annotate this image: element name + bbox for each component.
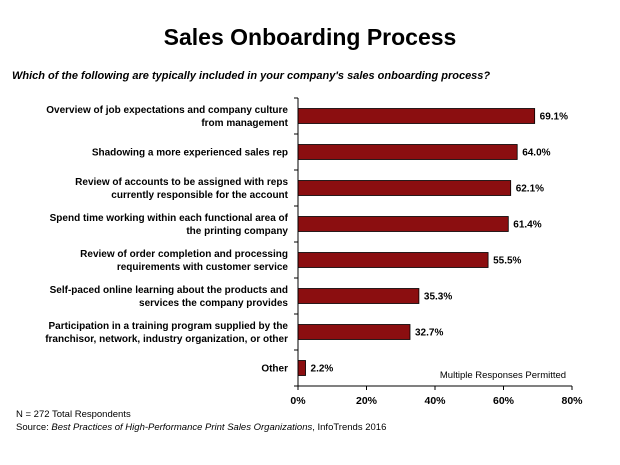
multiple-responses-note: Multiple Responses Permitted — [440, 370, 566, 381]
category-label-line: Other — [261, 364, 288, 375]
category-label-line: Review of accounts to be assigned with r… — [75, 177, 288, 188]
value-label-1: 69.1% — [540, 112, 568, 123]
x-axis: 0% 20% 40% 60% 80% — [290, 97, 583, 407]
x-tick-label: 80% — [561, 395, 583, 407]
x-tick-label: 0% — [290, 395, 306, 407]
respondent-count: N = 272 Total Respondents — [16, 409, 131, 420]
category-label-3: Review of accounts to be assigned with r… — [75, 177, 288, 201]
chart-title: Sales Onboarding Process — [163, 24, 457, 50]
bar-3 — [297, 180, 512, 196]
source-prefix: Source: — [16, 422, 52, 433]
category-label-line: currently responsible for the account — [111, 190, 288, 201]
category-label-line: from management — [201, 118, 288, 129]
category-label-5: Review of order completion and processin… — [80, 249, 288, 273]
bar-8 — [297, 360, 306, 376]
category-label-2: Shadowing a more experienced sales rep — [92, 148, 288, 159]
category-label-1: Overview of job expectations and company… — [46, 105, 288, 129]
x-tick-label: 40% — [424, 395, 446, 407]
category-label-8: Other — [261, 364, 288, 375]
value-label-2: 64.0% — [522, 148, 550, 159]
value-label-8: 2.2% — [311, 364, 334, 375]
bar-5 — [297, 252, 489, 268]
bar-1 — [297, 108, 536, 124]
category-label-4: Spend time working within each functiona… — [50, 213, 289, 237]
source-line: Source: Best Practices of High-Performan… — [16, 422, 386, 433]
category-label-line: services the company provides — [139, 298, 288, 309]
value-label-4: 61.4% — [513, 220, 541, 231]
source-suffix: , InfoTrends 2016 — [312, 422, 387, 433]
category-labels-group: Overview of job expectations and company… — [45, 105, 288, 375]
source-title: Best Practices of High-Performance Print… — [51, 422, 313, 433]
value-label-7: 32.7% — [415, 328, 443, 339]
category-label-line: requirements with customer service — [117, 262, 289, 273]
category-label-line: Self-paced online learning about the pro… — [50, 285, 288, 296]
category-label-line: franchisor, network, industry organizati… — [45, 334, 288, 345]
x-tick-label: 60% — [493, 395, 515, 407]
bar-4 — [297, 216, 509, 232]
x-tick-label: 20% — [356, 395, 378, 407]
category-label-line: Review of order completion and processin… — [80, 249, 288, 260]
value-labels-group: 69.1% 64.0% 62.1% 61.4% 55.5% 35.3% 32.7% 2.2% — [311, 112, 569, 375]
bar-7 — [297, 324, 411, 340]
category-label-7: Participation in a training program supp… — [45, 321, 288, 345]
value-label-3: 62.1% — [516, 184, 544, 195]
category-label-line: Shadowing a more experienced sales rep — [92, 148, 288, 159]
survey-question: Which of the following are typically inc… — [12, 70, 491, 82]
category-label-line: Spend time working within each functiona… — [50, 213, 289, 224]
category-label-6: Self-paced online learning about the pro… — [50, 285, 289, 309]
value-label-6: 35.3% — [424, 292, 452, 303]
category-label-line: the printing company — [186, 226, 288, 237]
category-label-line: Overview of job expectations and company… — [46, 105, 288, 116]
value-label-5: 55.5% — [493, 256, 521, 267]
bar-2 — [297, 144, 518, 160]
bar-6 — [297, 288, 420, 304]
category-label-line: Participation in a training program supp… — [49, 321, 289, 332]
